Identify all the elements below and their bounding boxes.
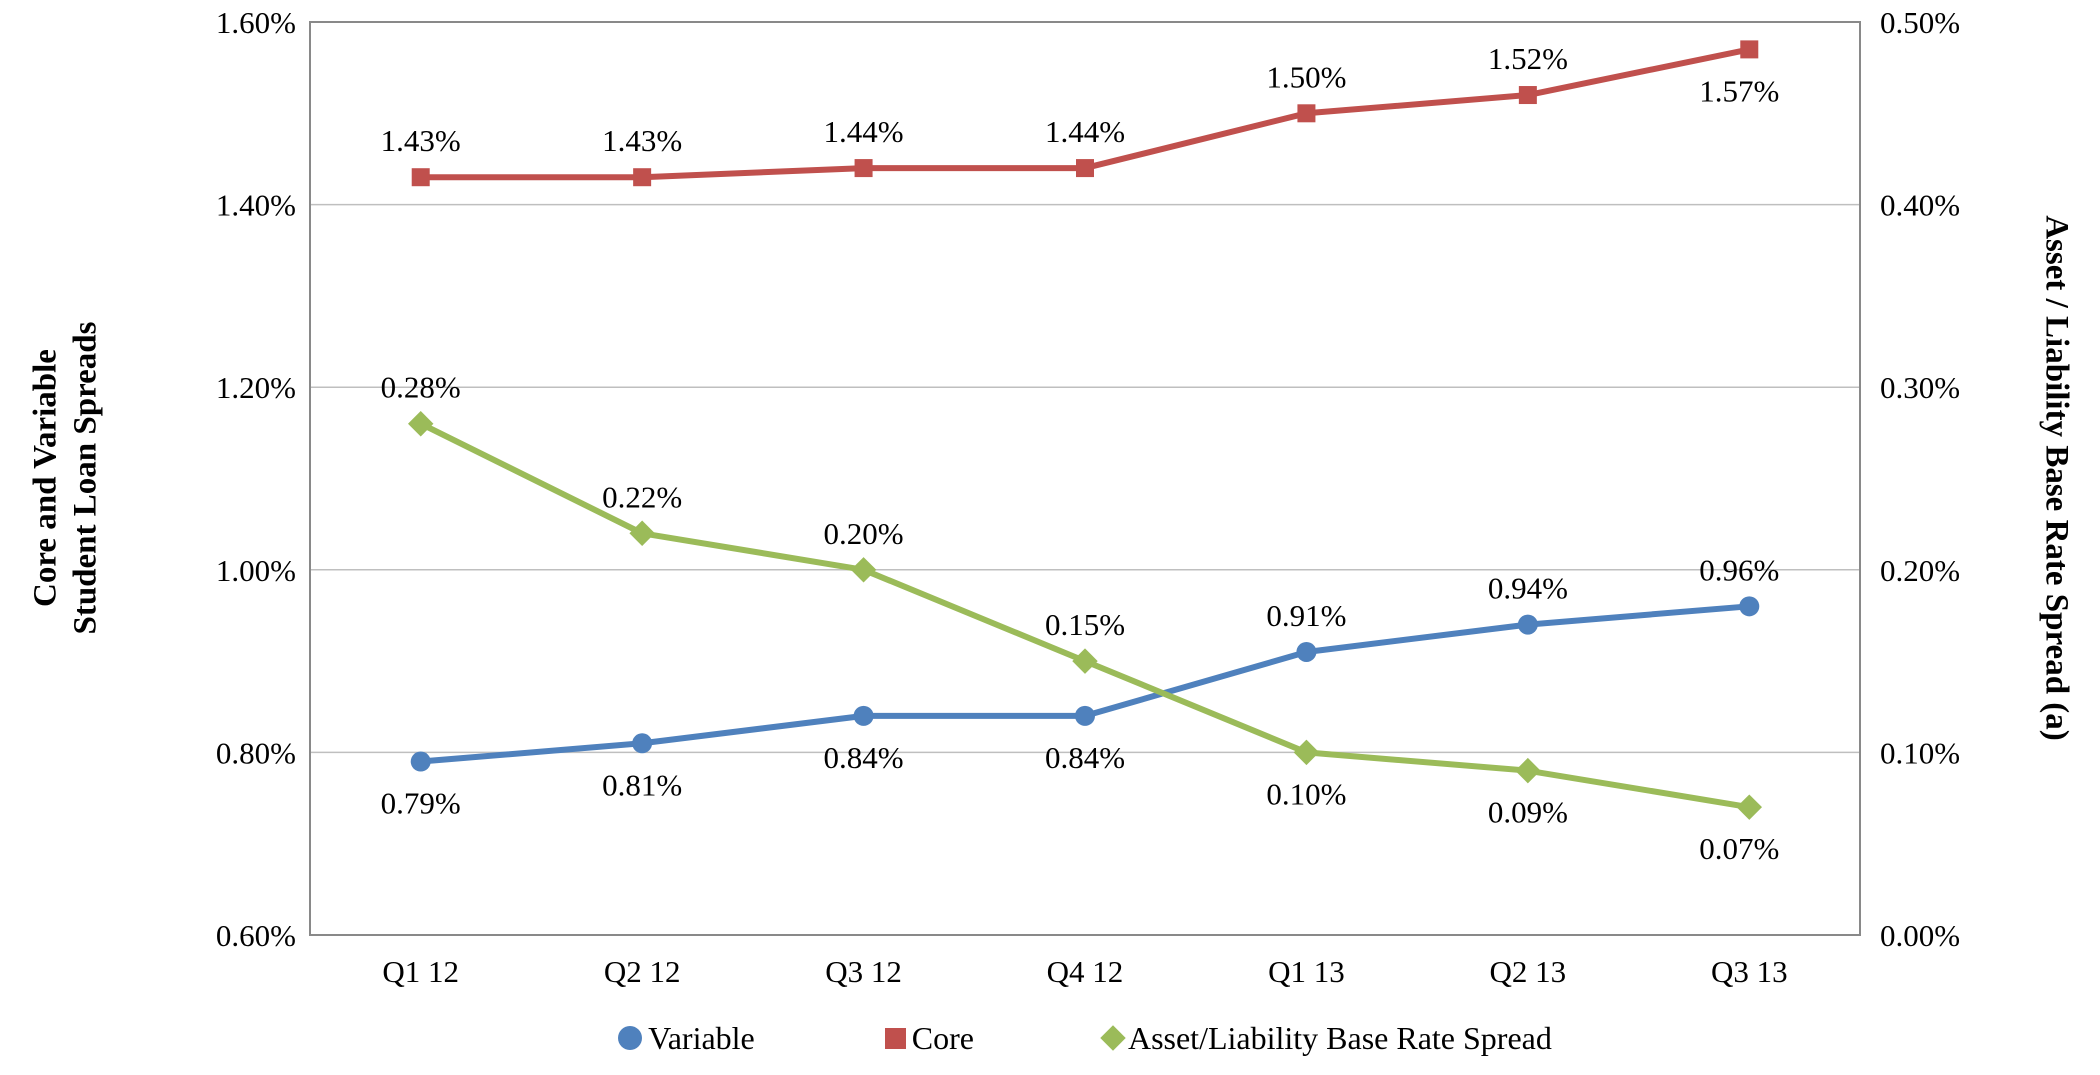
data-point-marker: [1293, 739, 1320, 766]
data-label: 1.50%: [1266, 59, 1346, 94]
data-point-marker: [410, 751, 431, 772]
data-point-marker: [411, 168, 430, 187]
data-point-marker: [1736, 794, 1763, 820]
x-axis-category-label: Q4 12: [1047, 954, 1124, 989]
data-point-marker: [1072, 648, 1098, 674]
x-axis-category-label: Q1 13: [1268, 954, 1345, 989]
right-axis-tick-label: 0.00%: [1880, 918, 1960, 953]
data-point-marker: [1739, 596, 1760, 617]
data-point-marker: [1517, 614, 1538, 635]
left-axis-tick-label: 1.20%: [216, 370, 296, 405]
left-axis-tick-label: 0.60%: [216, 918, 296, 953]
x-axis-category-label: Q3 12: [825, 954, 902, 989]
variable-legend-marker-icon: [618, 1026, 643, 1050]
data-label: 1.57%: [1699, 73, 1779, 108]
data-point-marker: [1515, 757, 1541, 784]
legend-label-variable: Variable: [648, 1019, 755, 1056]
data-label: 0.84%: [824, 740, 904, 775]
asset-liability-legend-marker-icon: [1100, 1025, 1126, 1051]
right-axis-tick-label: 0.40%: [1880, 188, 1960, 223]
data-label: 1.52%: [1488, 41, 1568, 76]
data-label: 0.15%: [1045, 607, 1125, 642]
data-label: 0.79%: [381, 786, 461, 821]
data-point-marker: [1296, 641, 1317, 662]
data-point-marker: [1076, 159, 1094, 178]
data-point-marker: [1075, 705, 1095, 726]
data-label: 0.81%: [602, 767, 682, 802]
data-label: 0.91%: [1266, 598, 1346, 633]
legend: Variable Core Asset/Liability Base Rate …: [310, 1008, 1860, 1068]
right-axis-tick-label: 0.50%: [1880, 5, 1960, 40]
data-point-marker: [854, 159, 873, 178]
legend-item-variable: Variable: [618, 1020, 755, 1057]
data-point-marker: [1518, 86, 1537, 105]
data-label: 0.22%: [602, 479, 682, 514]
x-axis-category-label: Q2 13: [1490, 954, 1567, 989]
core-legend-marker-icon: [884, 1027, 906, 1049]
data-label: 0.07%: [1699, 831, 1779, 866]
right-axis-tick-label: 0.20%: [1880, 553, 1960, 588]
data-point-marker: [632, 733, 653, 754]
data-point-marker: [633, 168, 652, 187]
data-label: 1.43%: [381, 123, 461, 158]
plot-border: [309, 21, 1861, 936]
data-label: 0.94%: [1488, 571, 1568, 606]
data-label: 0.20%: [824, 516, 904, 551]
legend-label-core: Core: [911, 1019, 974, 1056]
data-point-marker: [629, 520, 655, 547]
data-point-marker: [1740, 40, 1759, 59]
data-label: 1.43%: [602, 123, 682, 158]
legend-item-core: Core: [884, 1019, 974, 1057]
data-point-marker: [853, 705, 874, 726]
left-axis-tick-label: 1.60%: [216, 5, 296, 40]
left-axis-tick-label: 1.40%: [216, 188, 296, 223]
right-axis-tick-label: 0.10%: [1880, 735, 1960, 770]
data-point-marker: [850, 557, 877, 583]
data-point-marker: [407, 410, 434, 437]
x-axis-category-label: Q2 12: [604, 954, 681, 989]
legend-item-asset-liability: Asset/Liability Base Rate Spread: [1100, 1019, 1552, 1057]
data-label: 0.28%: [381, 370, 461, 405]
right-axis-tick-label: 0.30%: [1880, 370, 1960, 405]
data-label: 0.84%: [1045, 740, 1125, 775]
data-label: 0.10%: [1266, 776, 1346, 811]
left-axis-tick-label: 0.80%: [216, 735, 296, 770]
data-label: 1.44%: [1045, 114, 1125, 149]
left-axis-tick-label: 1.00%: [216, 553, 296, 588]
x-axis-category-label: Q1 12: [382, 954, 459, 989]
data-label: 0.09%: [1488, 795, 1568, 830]
data-label: 1.44%: [824, 114, 904, 149]
data-label: 0.96%: [1699, 552, 1779, 587]
x-axis-category-label: Q3 13: [1711, 954, 1788, 989]
legend-label-asset-liability: Asset/Liability Base Rate Spread: [1127, 1019, 1552, 1056]
data-point-marker: [1297, 104, 1316, 123]
